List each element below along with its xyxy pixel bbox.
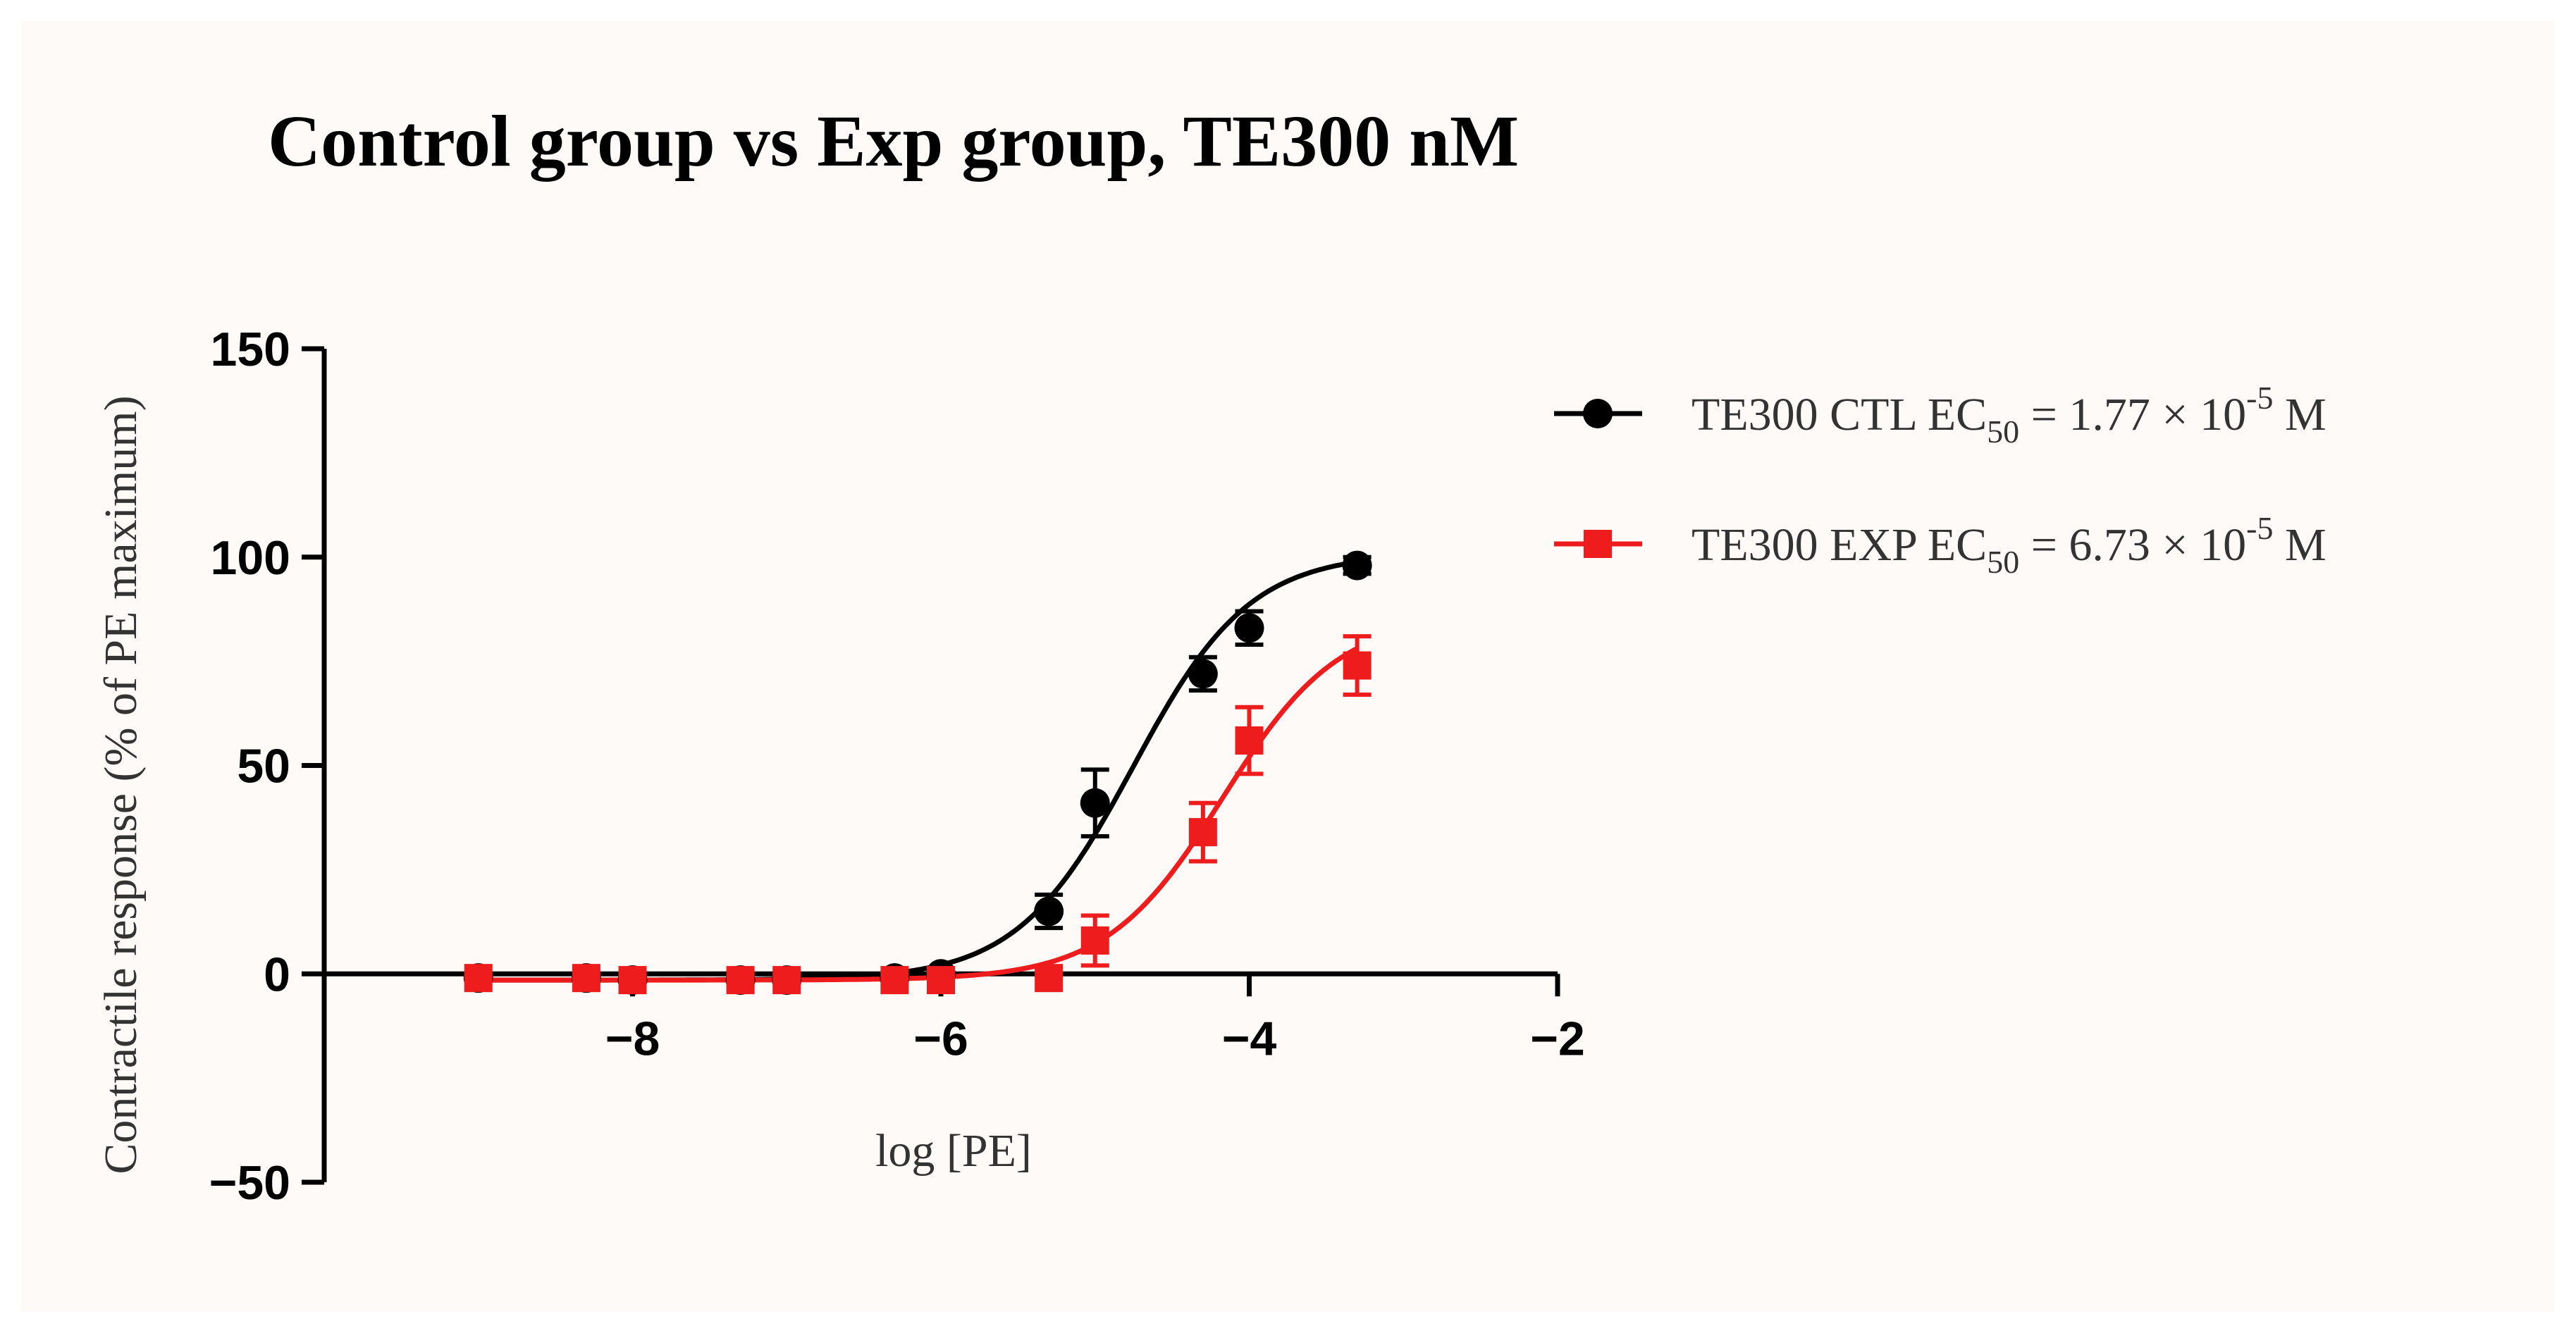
y-tick-label: −50 (209, 1156, 290, 1210)
legend-marker-te300-ctl (1583, 399, 1613, 428)
fit-curves (478, 559, 1359, 983)
y-tick-label: 150 (211, 323, 290, 376)
data-point-te300-exp (1188, 818, 1217, 847)
data-point-te300-ctl (1034, 896, 1064, 926)
legend-label-te300-exp: TE300 EXP EC50 = 6.73 × 10-5 M (1691, 510, 2327, 580)
chart-panel: Control group vs Exp group, TE300 nM Con… (21, 21, 2555, 1312)
y-tick-label: 100 (211, 531, 290, 585)
x-tick-label: −2 (1530, 1012, 1585, 1065)
fit-curve-te300-ctl (478, 559, 1358, 983)
data-point-te300-exp (1080, 926, 1109, 955)
fit-curve-te300-exp (478, 646, 1359, 983)
data-point-te300-exp (464, 964, 493, 993)
data-point-te300-exp (572, 964, 600, 993)
x-tick-label: −8 (605, 1012, 660, 1065)
axes: −50 0 50 100 150 −8 −6 −4 −2 (209, 323, 1585, 1210)
x-tick-label: −4 (1222, 1012, 1277, 1065)
data-points (463, 550, 1372, 996)
data-point-te300-exp (1343, 651, 1372, 680)
data-point-te300-exp (618, 966, 647, 995)
data-point-te300-ctl (1080, 788, 1110, 818)
chart-title: Control group vs Exp group, TE300 nM (268, 101, 1519, 182)
dose-response-chart: Control group vs Exp group, TE300 nM Con… (95, 101, 2327, 1210)
data-point-te300-exp (927, 966, 955, 995)
data-point-te300-ctl (1234, 613, 1264, 643)
x-axis-label: log [PE] (875, 1125, 1032, 1177)
data-point-te300-ctl (1188, 659, 1218, 689)
data-point-te300-exp (772, 966, 801, 995)
y-tick-label: 0 (264, 948, 290, 1001)
x-tick-label: −6 (913, 1012, 968, 1065)
data-point-te300-exp (726, 966, 755, 995)
data-point-te300-exp (1235, 726, 1264, 755)
legend: TE300 CTL EC50 = 1.77 × 10-5 M TE300 EXP … (1554, 380, 2327, 580)
data-point-te300-exp (1035, 964, 1064, 993)
y-tick-label: 50 (237, 740, 290, 793)
legend-label-te300-ctl: TE300 CTL EC50 = 1.77 × 10-5 M (1691, 380, 2327, 450)
data-point-te300-ctl (1342, 550, 1372, 581)
data-point-te300-exp (880, 966, 909, 995)
legend-marker-te300-exp (1584, 530, 1612, 558)
y-axis-label: Contractile response (% of PE maximum) (95, 395, 147, 1174)
